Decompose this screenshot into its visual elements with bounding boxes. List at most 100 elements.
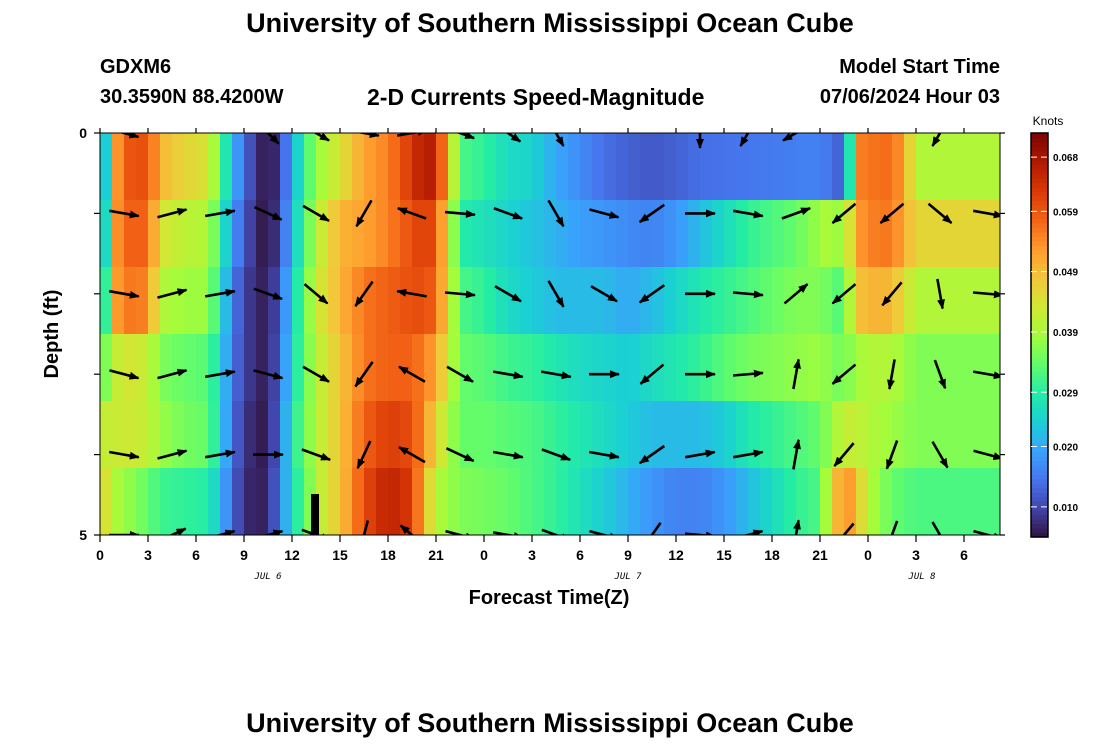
current-vector-arrow (354, 361, 374, 388)
heat-cell (232, 133, 245, 201)
heat-cell (196, 468, 209, 535)
heat-cell (868, 468, 881, 535)
colorbar-segment (1031, 420, 1048, 426)
heat-cell (568, 468, 581, 535)
heat-cell (508, 200, 521, 268)
heat-cell (808, 267, 821, 335)
current-vector-arrow (157, 207, 188, 219)
colorbar-segment (1031, 182, 1048, 188)
heat-cell (628, 334, 641, 402)
heat-cell (172, 133, 185, 201)
heat-cell (976, 401, 989, 469)
current-vector-arrow (638, 203, 666, 224)
colorbar-segment (1031, 276, 1048, 282)
current-vector-arrow (253, 205, 283, 221)
current-vector-arrow (589, 208, 620, 219)
heat-cell (520, 200, 533, 268)
current-vector-arrow (590, 285, 618, 303)
heat-cell (592, 200, 605, 268)
heat-cell (412, 200, 425, 268)
heat-cell (628, 468, 641, 535)
heat-cell (448, 200, 461, 268)
heat-cell (436, 133, 449, 201)
heat-cell (304, 401, 317, 469)
current-vector-arrow (396, 207, 427, 220)
current-vector-arrow (936, 278, 945, 310)
heat-cell (292, 200, 305, 268)
heat-cell (508, 401, 521, 469)
heat-cell (460, 468, 473, 535)
heat-cell (316, 468, 329, 535)
current-vector-arrow (168, 527, 187, 535)
colorbar-segment (1031, 528, 1048, 534)
heat-cell (304, 267, 317, 335)
heat-cell (736, 468, 749, 535)
heat-cell (952, 200, 965, 268)
heat-cell (880, 401, 893, 469)
heat-cell (604, 334, 617, 402)
heat-cell (376, 468, 389, 535)
heat-cell (292, 468, 305, 535)
heat-cell (772, 267, 785, 335)
heat-cell (964, 401, 977, 469)
heat-cell (928, 267, 941, 335)
heat-cell (988, 401, 1000, 469)
heat-cell (688, 401, 701, 469)
heat-cell (352, 133, 365, 201)
colorbar-segment (1031, 254, 1048, 260)
x-tick-label: 0 (864, 547, 872, 563)
current-vector-arrow (205, 449, 236, 459)
heat-cell (856, 334, 869, 402)
heat-cell (388, 200, 401, 268)
heat-cell (832, 401, 845, 469)
heat-cell (904, 468, 917, 535)
colorbar-segment (1031, 133, 1048, 139)
heat-cell (496, 401, 509, 469)
heat-cell (736, 401, 749, 469)
heat-cell (724, 401, 737, 469)
heat-cell (952, 401, 965, 469)
heat-cell (256, 401, 269, 469)
heat-cell (124, 133, 137, 201)
heat-cell (352, 468, 365, 535)
heat-cell (172, 468, 185, 535)
heat-cell (760, 133, 773, 201)
heat-cell (736, 267, 749, 335)
current-vector-arrow (446, 365, 474, 383)
heat-cell (832, 133, 845, 201)
heat-cell (532, 200, 545, 268)
heat-cell (748, 133, 761, 201)
x-tick-label: 15 (716, 547, 732, 563)
heat-cell (496, 468, 509, 535)
x-axis-title: Forecast Time(Z) (469, 587, 630, 609)
heat-cell (520, 334, 533, 402)
heat-cell (568, 133, 581, 201)
heat-cell (160, 401, 173, 469)
colorbar-segment (1031, 245, 1048, 251)
current-vector-arrow (890, 520, 899, 535)
heat-cell (700, 200, 713, 268)
heat-cell (796, 267, 809, 335)
current-vector-arrow (793, 519, 801, 535)
heat-cell (748, 334, 761, 402)
heat-cell (892, 267, 905, 335)
heat-cell (292, 267, 305, 335)
heat-cell (952, 133, 965, 201)
heat-cell (544, 200, 557, 268)
colorbar-segment (1031, 191, 1048, 197)
heat-cell (856, 401, 869, 469)
colorbar-segment (1031, 213, 1048, 219)
heat-cell (916, 334, 929, 402)
colorbar-segment (1031, 330, 1048, 336)
colorbar-segment (1031, 510, 1048, 516)
heat-cell (112, 401, 125, 469)
current-vector-arrow (831, 202, 857, 225)
heat-cell (496, 334, 509, 402)
colorbar-segment (1031, 492, 1048, 498)
colorbar-segment (1031, 335, 1048, 341)
heat-cell (772, 200, 785, 268)
heat-cell (220, 267, 233, 335)
colorbar-segment (1031, 370, 1048, 376)
colorbar-segment (1031, 317, 1048, 323)
heat-cell (616, 267, 629, 335)
